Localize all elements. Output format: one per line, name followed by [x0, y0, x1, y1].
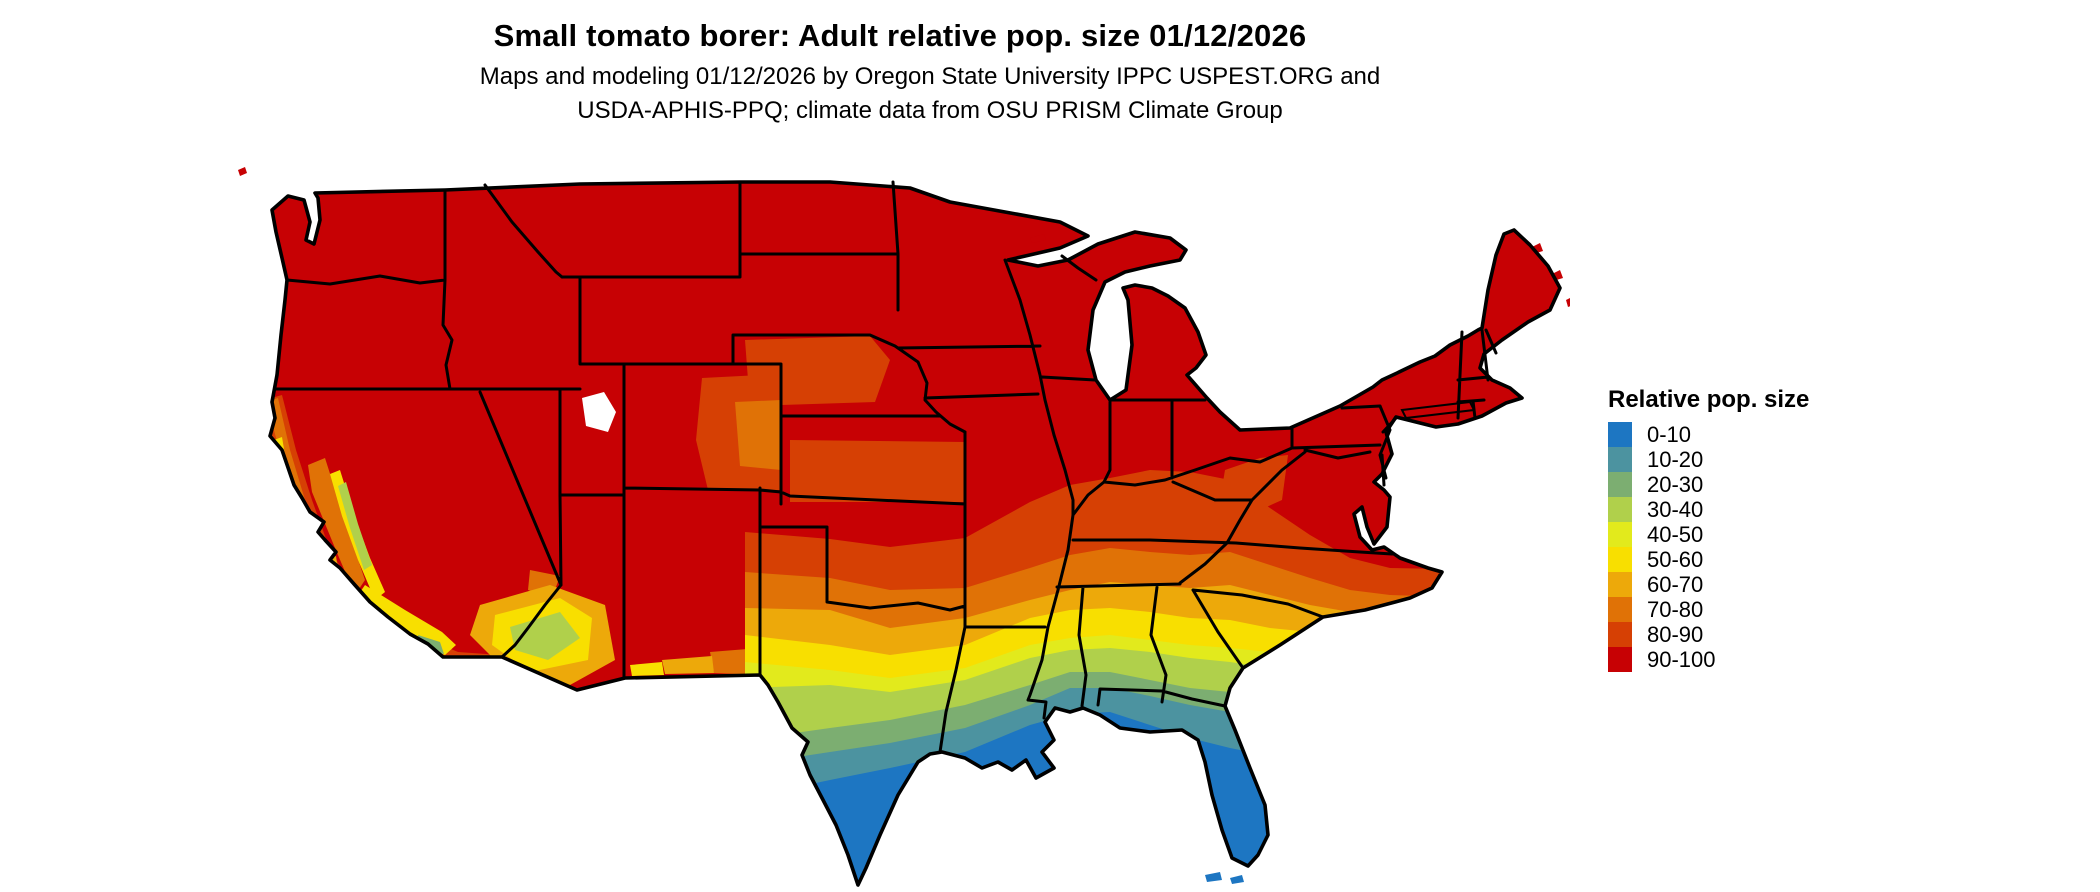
- legend-swatch-20-30: [1608, 472, 1632, 497]
- us-outline: [268, 180, 1562, 887]
- map-subtitle-line-1: Maps and modeling 01/12/2026 by Oregon S…: [479, 63, 1381, 90]
- legend-swatch-30-40: [1608, 497, 1632, 522]
- legend-row: 10-20: [1608, 447, 1809, 472]
- legend-row: 40-50: [1608, 522, 1809, 547]
- legend-swatch-0-10: [1608, 422, 1632, 447]
- map-title: Small tomato borer: Adult relative pop. …: [493, 18, 1307, 53]
- legend-row: 80-90: [1608, 622, 1809, 647]
- legend-row: 70-80: [1608, 597, 1809, 622]
- legend-row: 20-30: [1608, 472, 1809, 497]
- map-subtitle: Maps and modeling 01/12/2026 by Oregon S…: [260, 60, 1600, 128]
- legend-swatch-80-90: [1608, 622, 1632, 647]
- islands: [238, 167, 1576, 884]
- legend-label: 70-80: [1647, 596, 1704, 622]
- isle-royale: [1030, 234, 1046, 243]
- great-salt-lake: [582, 392, 616, 432]
- legend-row: 30-40: [1608, 497, 1809, 522]
- legend-label: 40-50: [1647, 521, 1704, 547]
- legend-label: 20-30: [1647, 471, 1704, 497]
- legend-swatch-70-80: [1608, 597, 1632, 622]
- legend-swatch-90-100: [1608, 647, 1632, 672]
- florida-keys-west: [1205, 872, 1222, 882]
- vancouver-island-fragment: [238, 167, 247, 176]
- legend-label: 90-100: [1647, 646, 1716, 672]
- legend-row: 50-60: [1608, 547, 1809, 572]
- legend-swatch-40-50: [1608, 522, 1632, 547]
- legend-label: 80-90: [1647, 621, 1704, 647]
- legend-label: 0-10: [1647, 421, 1692, 447]
- raster-fill-layers: [270, 182, 1560, 885]
- legend-swatch-10-20: [1608, 447, 1632, 472]
- legend-label: 10-20: [1647, 446, 1704, 472]
- legend-label: 60-70: [1647, 571, 1704, 597]
- canada-fragment-3: [1566, 296, 1576, 307]
- legend-row: 0-10: [1608, 422, 1809, 447]
- legend-swatch-60-70: [1608, 572, 1632, 597]
- state-borders: [274, 180, 1498, 754]
- us-map-svg: [238, 167, 1576, 887]
- legend-label: 30-40: [1647, 496, 1704, 522]
- legend-title: Relative pop. size: [1608, 386, 1810, 413]
- map-subtitle-line-2: USDA-APHIS-PPQ; climate data from OSU PR…: [577, 97, 1283, 124]
- legend-swatch-50-60: [1608, 547, 1632, 572]
- legend: Relative pop. size 0-10 10-20 20-30 30-4…: [1608, 386, 1809, 672]
- florida-keys-east: [1230, 875, 1244, 884]
- legend-row: 60-70: [1608, 572, 1809, 597]
- legend-label: 50-60: [1647, 546, 1704, 572]
- legend-row: 90-100: [1608, 647, 1809, 672]
- us-risk-map: [230, 140, 1576, 892]
